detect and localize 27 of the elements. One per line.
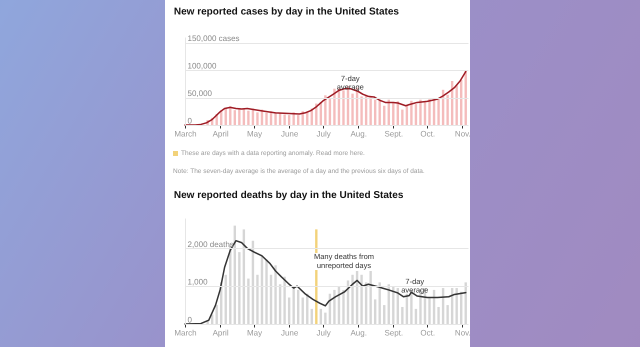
y-tick-label: 0 bbox=[188, 116, 192, 126]
chart-title: New reported cases by day in the United States bbox=[174, 6, 400, 18]
y-tick-label: 50,000 bbox=[188, 89, 213, 98]
y-tick-label: 1,000 bbox=[188, 278, 208, 287]
x-tick-label: March bbox=[174, 130, 197, 138]
x-tick-label: Nov. bbox=[454, 328, 471, 338]
x-tick-label: June bbox=[280, 328, 299, 338]
x-tick-label: May bbox=[246, 328, 262, 338]
y-tick-label: 100,000 bbox=[188, 62, 217, 70]
y-tick-label: 2,000 deaths bbox=[188, 240, 234, 249]
x-tick-label: June bbox=[280, 130, 299, 138]
x-tick-label: Sept. bbox=[384, 130, 404, 138]
y-tick-label: 0 bbox=[188, 316, 192, 324]
x-tick-label: Nov. bbox=[454, 130, 471, 138]
x-tick-label: April bbox=[212, 130, 229, 138]
y-tick-label: 150,000 cases bbox=[188, 34, 240, 43]
x-tick-label: Oct. bbox=[420, 130, 436, 138]
x-tick-label: May bbox=[246, 130, 262, 138]
x-tick-label: March bbox=[174, 328, 197, 338]
x-tick-label: Sept. bbox=[384, 328, 404, 338]
x-tick-label: Aug. bbox=[350, 328, 367, 338]
x-tick-label: Aug. bbox=[350, 130, 367, 138]
x-tick-label: July bbox=[316, 328, 331, 338]
x-tick-label: Oct. bbox=[420, 328, 436, 338]
x-tick-label: July bbox=[316, 130, 331, 138]
chart-title: New reported deaths by day in the United States bbox=[174, 190, 404, 201]
x-tick-label: April bbox=[212, 328, 229, 338]
